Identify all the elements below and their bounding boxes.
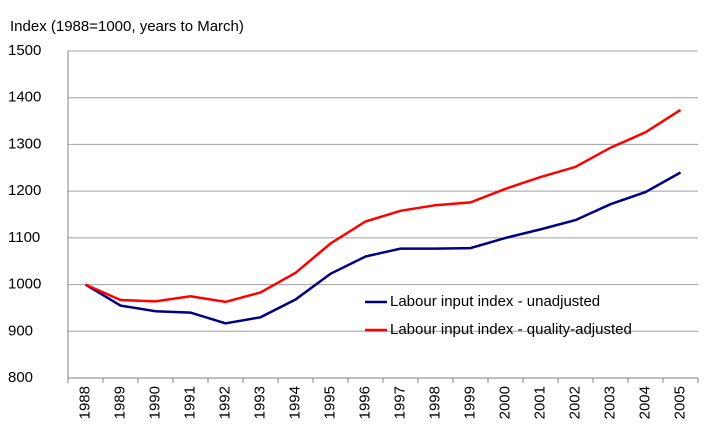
x-tick-label: 1991 <box>181 386 198 419</box>
legend-label: Labour input index - unadjusted <box>390 293 600 310</box>
line <box>84 108 682 304</box>
x-tick-label: 1992 <box>216 386 233 419</box>
legend-label: Labour input index - quality-adjusted <box>390 321 632 338</box>
x-tick-label: 2004 <box>636 386 653 419</box>
x-tick-label: 2003 <box>601 386 618 419</box>
x-tick-label: 2002 <box>566 386 583 419</box>
y-tick-label: 1200 <box>8 182 41 199</box>
y-tick-label: 1300 <box>8 135 41 152</box>
x-tick-label: 1990 <box>146 386 163 419</box>
x-tick-label: 1999 <box>461 386 478 419</box>
x-tick-label: 1989 <box>111 386 128 419</box>
x-tick-label: 1995 <box>321 386 338 419</box>
y-tick-label: 1100 <box>8 229 40 246</box>
x-tick-label: 1994 <box>286 386 303 419</box>
y-tick-label: 1400 <box>8 89 41 106</box>
x-tick-label: 1988 <box>76 386 93 419</box>
y-axis-label: Index (1988=1000, years to March) <box>10 18 244 35</box>
y-tick-label: 1000 <box>8 276 41 293</box>
x-tick-label: 1993 <box>251 386 268 419</box>
x-tick-label: 1997 <box>391 386 408 419</box>
x-tick-label: 2005 <box>671 386 688 419</box>
x-tick-label: 2000 <box>496 386 513 419</box>
x-tick-label: 2001 <box>531 386 548 419</box>
y-tick-label: 900 <box>8 322 33 339</box>
line <box>84 171 682 325</box>
y-tick-label: 800 <box>8 369 33 386</box>
x-tick-label: 1998 <box>426 386 443 419</box>
y-tick-label: 1500 <box>8 42 41 59</box>
x-tick-label: 1996 <box>356 386 373 419</box>
